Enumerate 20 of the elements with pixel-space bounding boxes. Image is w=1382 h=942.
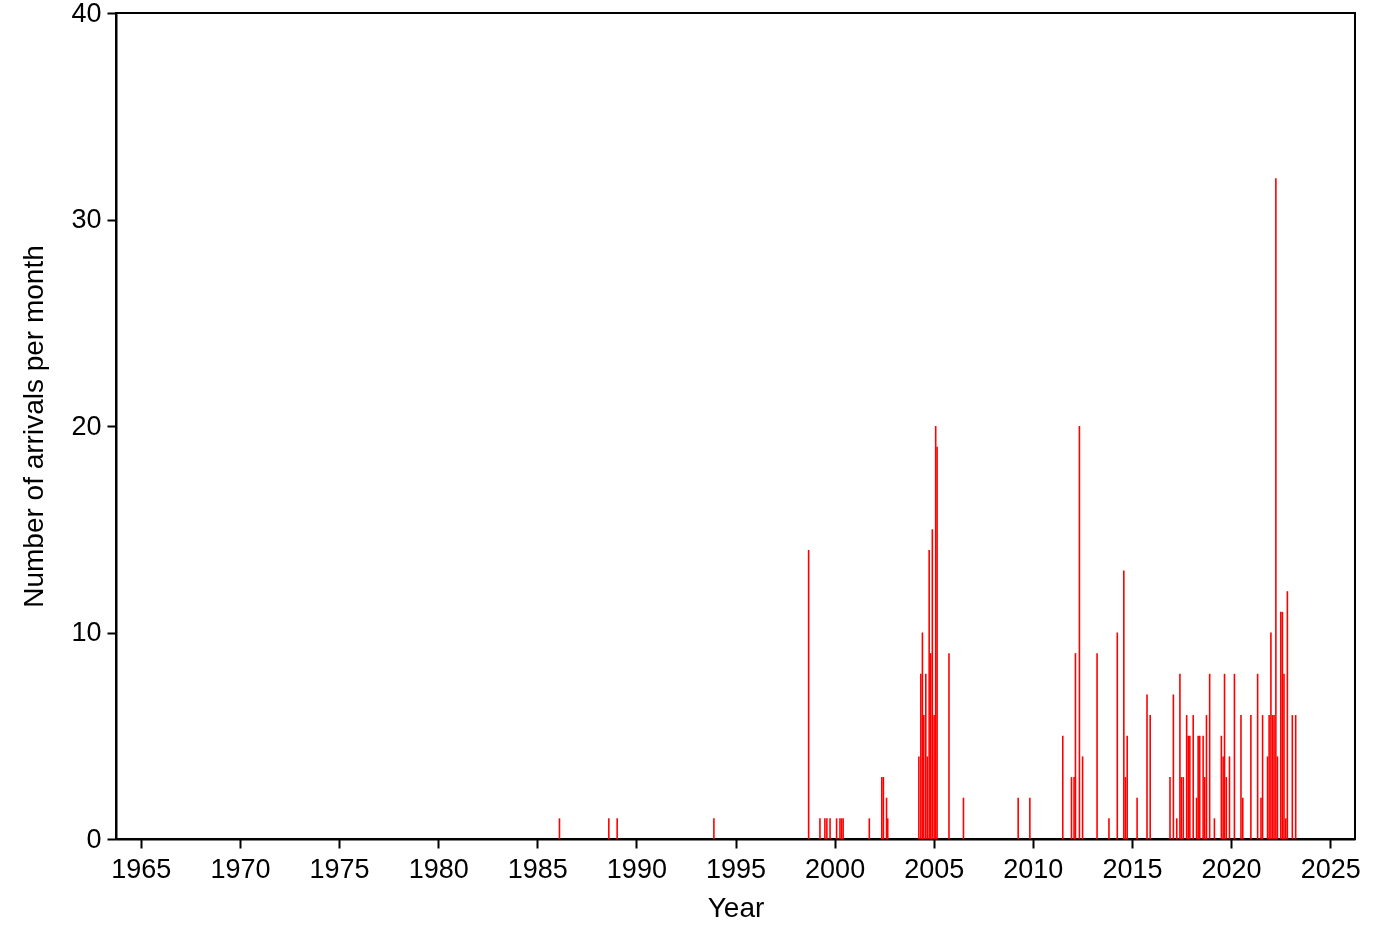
- y-axis-title: Number of arrivals per month: [18, 245, 50, 608]
- y-tick-label: 20: [71, 410, 102, 441]
- y-tick-label: 40: [71, 0, 102, 28]
- y-tick-label: 30: [71, 204, 102, 234]
- x-tick-label: 2000: [805, 853, 866, 884]
- y-tick-label: 10: [71, 617, 102, 647]
- x-tick-label: 1990: [606, 853, 667, 884]
- x-tick-label: 1965: [111, 853, 172, 884]
- x-tick-label: 1970: [210, 853, 271, 884]
- x-tick-label: 1980: [408, 853, 469, 884]
- x-tick-label: 2025: [1300, 853, 1361, 884]
- x-tick-label: 1985: [507, 853, 568, 884]
- x-tick-label: 1975: [309, 853, 370, 884]
- y-tick-label: 0: [86, 823, 102, 854]
- x-axis-title: Year: [707, 891, 765, 923]
- x-tick-label: 1995: [705, 853, 767, 884]
- x-tick-label: 2010: [1003, 853, 1064, 884]
- x-tick-label: 2020: [1201, 853, 1262, 884]
- x-tick-label: 2005: [904, 853, 965, 884]
- x-tick-label: 2015: [1102, 853, 1163, 884]
